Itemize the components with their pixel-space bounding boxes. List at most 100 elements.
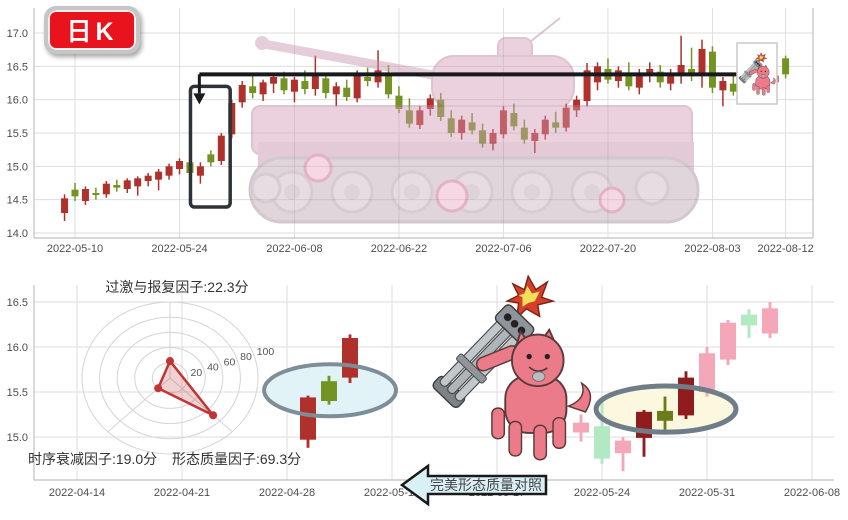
- candle-body: [176, 161, 183, 170]
- daily-k-badge: 日K: [44, 6, 140, 54]
- x-tick-label: 2022-04-28: [259, 487, 315, 499]
- candle-body: [196, 166, 204, 176]
- x-tick-label: 2022-07-20: [580, 243, 636, 255]
- y-tick-label: 14.5: [7, 195, 28, 207]
- pattern-marker-icon: [736, 42, 778, 105]
- candle-body: [123, 180, 131, 190]
- x-tick-label: 2022-05-24: [151, 243, 207, 255]
- candle-body: [635, 73, 643, 88]
- x-tick-label: 2022-05-10: [364, 487, 420, 499]
- left-arrow-icon: [399, 463, 548, 507]
- candle-body: [92, 193, 100, 196]
- candle-body: [562, 107, 570, 128]
- candle-body: [155, 171, 163, 180]
- x-tick-label: 2022-06-08: [784, 487, 840, 499]
- radar-tick-label: 60: [224, 356, 236, 368]
- candle-body: [217, 135, 225, 162]
- down-arrow-icon: [193, 93, 206, 105]
- candle-body: [531, 133, 539, 142]
- candle-body: [741, 314, 757, 326]
- candle-body: [594, 426, 610, 459]
- y-tick-label: 15.0: [7, 161, 28, 173]
- candle-body: [678, 377, 694, 416]
- x-tick-label: 2022-04-21: [154, 487, 210, 499]
- candle-body: [520, 127, 528, 140]
- x-tick-label: 2022-08-12: [757, 243, 813, 255]
- radar-vertex-dot: [166, 357, 174, 366]
- candle-body: [499, 110, 507, 135]
- y-tick-label: 16.5: [7, 297, 28, 309]
- candle-body: [342, 338, 358, 378]
- pattern-compare-chart: 20 40 60 80 100 15.0 15.5 16.0 16.5 2022-04-14 20…: [7, 275, 840, 499]
- candle-body: [573, 422, 589, 433]
- candle-body: [625, 73, 633, 87]
- candle-body: [657, 410, 673, 421]
- candle-body: [290, 79, 298, 92]
- candle-body: [395, 95, 403, 110]
- y-tick-label: 14.0: [7, 228, 28, 240]
- candle-body: [343, 87, 351, 98]
- x-tick-label: 2022-05-31: [679, 487, 735, 499]
- candle-body: [364, 77, 372, 82]
- candle-body: [458, 119, 466, 134]
- candle-body: [61, 198, 69, 214]
- candle-body: [552, 122, 560, 128]
- candle-body: [249, 86, 257, 94]
- candle-body: [144, 175, 152, 182]
- candle-body: [322, 78, 330, 94]
- candle-body: [708, 51, 716, 88]
- candle-body: [102, 183, 110, 195]
- x-tick-label: 2022-05-24: [574, 487, 630, 499]
- y-tick-label: 16.0: [7, 342, 28, 354]
- radar-polygon: [156, 358, 215, 417]
- highlight-ellipse: [593, 383, 739, 435]
- candle-body: [688, 69, 696, 76]
- y-tick-label: 16.5: [7, 61, 28, 73]
- radar-tick-label: 100: [257, 346, 275, 358]
- tank-watermark-image: [248, 17, 700, 224]
- candle-body: [489, 133, 497, 144]
- candle-body: [134, 178, 142, 187]
- candle-body: [656, 71, 664, 83]
- candle-body: [311, 75, 319, 90]
- y-tick-label: 15.5: [7, 128, 28, 140]
- candle-body: [207, 154, 215, 163]
- candle-body: [353, 74, 361, 99]
- candle-body: [437, 99, 445, 118]
- candle-body: [71, 189, 79, 197]
- candle-body: [280, 78, 288, 91]
- candle-body: [667, 73, 675, 84]
- radar-vertex-dot: [154, 384, 163, 393]
- candle-body: [238, 85, 246, 103]
- candle-body: [332, 86, 340, 95]
- radar-label-bottom-right: 形态质量因子:69.3分: [172, 451, 302, 467]
- candle-body: [541, 119, 549, 135]
- x-tick-label: 2022-08-03: [684, 243, 740, 255]
- candle-body: [301, 81, 309, 90]
- radar-tick-label: 20: [191, 367, 203, 379]
- candle-body: [729, 83, 737, 92]
- candle-body: [447, 118, 455, 134]
- candle-body: [113, 185, 121, 188]
- daily-k-chart: 14.0 14.5 15.0 15.5 16.0 16.5 17.0 2022-05-10 20…: [7, 8, 814, 255]
- candle-body: [374, 70, 382, 83]
- candle-body: [165, 166, 173, 176]
- candle-body: [321, 381, 337, 401]
- candle-body: [510, 113, 518, 127]
- candle-body: [385, 73, 392, 95]
- candle-body: [270, 77, 278, 84]
- x-tick-label: 2022-07-06: [475, 243, 531, 255]
- candle-body: [81, 189, 89, 202]
- y-tick-label: 15.0: [7, 432, 28, 444]
- candle-body: [405, 110, 413, 124]
- y-tick-label: 16.0: [7, 95, 28, 107]
- candle-body: [782, 58, 790, 75]
- candle-body: [583, 70, 591, 102]
- candle-body: [416, 110, 424, 126]
- candle-body: [719, 81, 727, 91]
- banner-text: 完美形态质量对照: [430, 477, 542, 493]
- y-tick-label: 15.5: [7, 387, 28, 399]
- candle-body: [426, 98, 434, 110]
- candle-body: [479, 130, 487, 144]
